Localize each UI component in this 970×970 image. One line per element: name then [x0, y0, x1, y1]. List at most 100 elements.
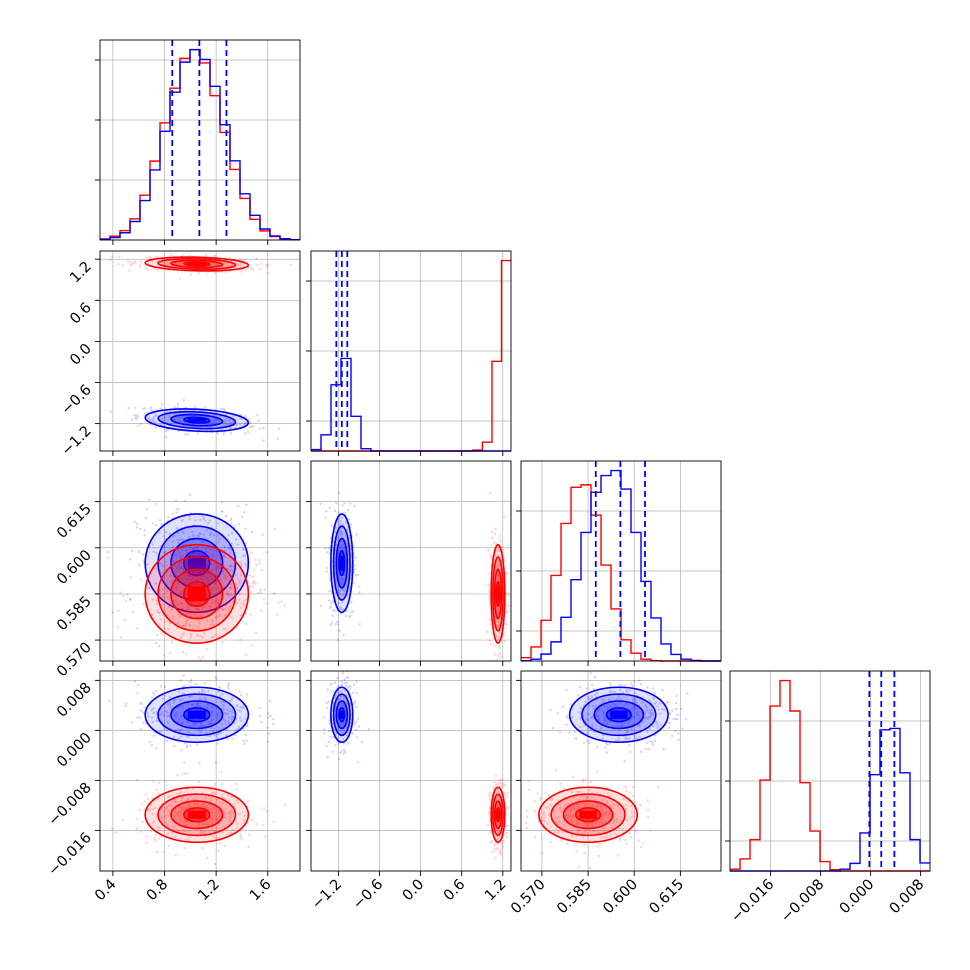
panel-background: [730, 671, 930, 871]
y-tick-label: 0.600: [54, 547, 95, 588]
x-tick-label: 0.585: [554, 877, 595, 918]
panel-frame: [310, 460, 512, 662]
red-contour: [157, 793, 237, 837]
red-density-peak: [187, 810, 206, 819]
histogram-panel-1: [95, 39, 301, 241]
blue-density-peak: [187, 555, 206, 571]
red-contour: [538, 786, 639, 844]
x-tick-label: 0.4: [92, 877, 120, 905]
red-contour: [170, 800, 224, 830]
panel-content: [109, 253, 292, 442]
y-tick-label: −0.008: [46, 780, 95, 829]
panel-background: [100, 671, 300, 871]
blue-density-peak: [187, 418, 206, 422]
x-tick-label: 0.570: [508, 877, 549, 918]
panel-frame: [99, 670, 301, 872]
histogram-panel-3: [516, 460, 722, 662]
blue-contour: [144, 408, 250, 433]
panel-frame: [729, 670, 931, 872]
x-tick-label: 1.2: [195, 877, 223, 905]
y-tick-label: −0.016: [46, 830, 95, 879]
blue-contour: [144, 686, 250, 744]
histogram-panel-4: [725, 670, 931, 872]
red-contour: [492, 556, 504, 632]
scatter-panel-4-3: [520, 670, 722, 872]
red-contour: [495, 580, 501, 608]
red-contour: [183, 261, 211, 267]
y-tick-label: −1.2: [59, 423, 95, 459]
blue-density-peak: [339, 555, 344, 571]
panel-frame: [520, 670, 722, 872]
red-contour: [144, 543, 250, 644]
y-tick-label: 0.570: [54, 640, 95, 681]
blue-contour: [157, 410, 237, 430]
panel-content: [323, 671, 510, 859]
blue-contour: [338, 550, 346, 577]
x-tick-label: −0.008: [778, 877, 827, 926]
red-density-peak: [187, 262, 206, 266]
blue-contour: [183, 416, 211, 424]
red-contour: [183, 580, 211, 608]
blue-contour: [157, 693, 237, 737]
blue-contour: [605, 707, 632, 723]
x-tick-label: 1.2: [482, 877, 510, 905]
panel-frame: [99, 250, 301, 452]
panel-frame: [99, 39, 301, 241]
x-tick-label: 0.600: [600, 877, 641, 918]
red-contour: [157, 257, 237, 271]
blue-density-peak: [187, 710, 206, 719]
x-tick-label: 0.6: [441, 877, 469, 905]
red-density-peak: [187, 586, 206, 602]
blue-contour: [568, 686, 669, 744]
panel-frame: [520, 460, 722, 662]
y-tick-label: 0.6: [67, 300, 95, 328]
red-contour: [170, 259, 224, 269]
blue-contour: [330, 686, 354, 744]
blue-contour: [332, 693, 351, 737]
blue-contour: [170, 413, 224, 427]
y-tick-label: 0.0: [67, 341, 95, 369]
blue-contour: [183, 550, 211, 577]
blue-contour: [593, 700, 645, 730]
panel-content: [521, 671, 689, 870]
red-contour: [562, 800, 614, 830]
red-contour: [495, 807, 501, 823]
scatter-panel-4-1: [99, 670, 301, 872]
x-tick-label: 0.0: [400, 877, 428, 905]
blue-contour: [170, 700, 224, 730]
panel-background: [521, 671, 721, 871]
y-tick-label: 0.585: [54, 593, 95, 634]
scatter-panel-4-2: [310, 670, 512, 872]
red-contour: [493, 568, 503, 620]
x-tick-label: 0.8: [144, 877, 172, 905]
blue-contour: [335, 537, 349, 589]
red-contour: [490, 543, 506, 644]
blue-density-peak: [339, 710, 344, 719]
red-contour: [550, 793, 626, 837]
y-tick-label: 0.615: [54, 501, 95, 542]
panel-content: [319, 491, 511, 661]
red-contour: [144, 786, 250, 844]
panel-frame: [310, 670, 512, 872]
histogram-blue-series: [521, 469, 721, 662]
y-tick-label: 1.2: [67, 259, 95, 287]
y-tick-label: −0.6: [59, 382, 95, 418]
blue-contour: [581, 693, 657, 737]
red-contour: [490, 786, 506, 844]
x-tick-label: −0.6: [350, 877, 386, 913]
blue-contour: [183, 707, 211, 723]
blue-contour: [330, 513, 354, 614]
red-density-peak: [496, 586, 500, 602]
y-tick-label: 0.000: [54, 730, 95, 771]
x-tick-label: −1.2: [309, 877, 345, 913]
panel-frame: [310, 250, 512, 452]
y-tick-label: 0.008: [54, 680, 95, 721]
blue-contour: [144, 513, 250, 614]
red-contour: [183, 807, 211, 823]
red-contour: [170, 568, 224, 620]
x-tick-label: −0.016: [728, 877, 777, 926]
panel-content: [106, 493, 287, 661]
red-contour: [157, 556, 237, 632]
blue-contour: [335, 700, 349, 730]
